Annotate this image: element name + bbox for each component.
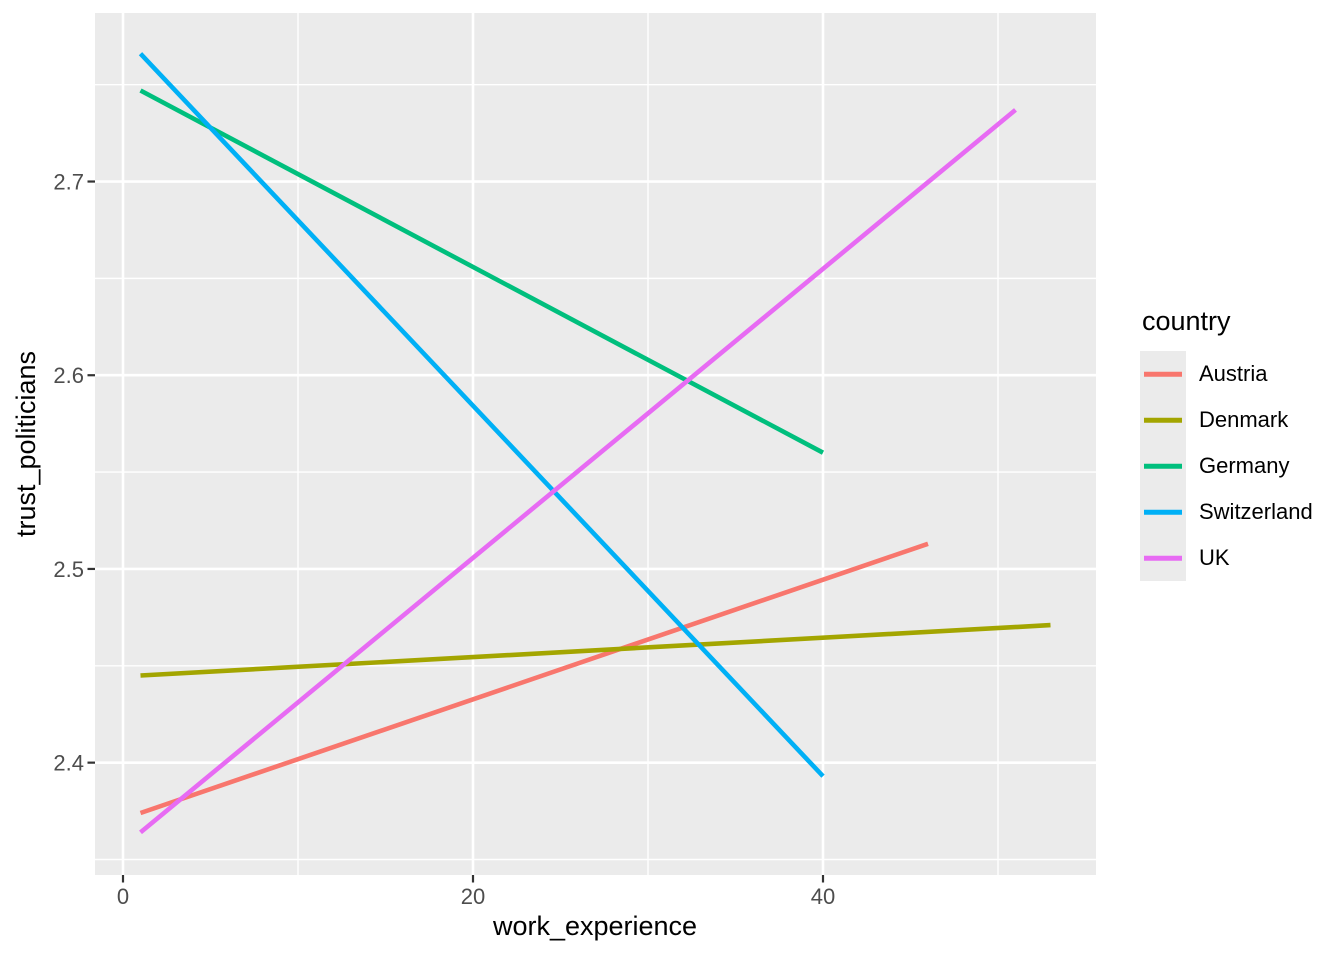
x-axis-title: work_experience — [492, 911, 698, 941]
legend: country Austria Denmark Germany Switzerl… — [1140, 306, 1313, 581]
x-tick-label: 20 — [461, 884, 485, 909]
legend-label: UK — [1199, 545, 1230, 570]
legend-label: Germany — [1199, 453, 1290, 478]
x-tick-label: 0 — [117, 884, 129, 909]
legend-key — [1140, 351, 1186, 397]
legend-key — [1140, 397, 1186, 443]
legend-item-austria: Austria — [1140, 351, 1313, 397]
y-tick-label: 2.6 — [53, 363, 84, 388]
legend-label: Denmark — [1199, 407, 1289, 432]
legend-key-line-icon — [1144, 509, 1182, 515]
legend-key — [1140, 535, 1186, 581]
series-line-denmark — [140, 622, 1051, 678]
series-line-uk — [139, 108, 1017, 835]
series-line-austria — [139, 541, 929, 816]
legend-item-switzerland: Switzerland — [1140, 489, 1313, 535]
legend-key-line-icon — [1144, 463, 1182, 469]
y-tick-label: 2.4 — [53, 751, 84, 776]
y-tick-label: 2.5 — [53, 557, 84, 582]
legend-key — [1140, 489, 1186, 535]
legend-title: country — [1142, 306, 1231, 336]
legend-label: Austria — [1199, 361, 1268, 386]
y-axis-title: trust_politicians — [11, 350, 42, 538]
legend-key-line-icon — [1144, 417, 1182, 423]
legend-key-line-icon — [1144, 555, 1182, 561]
legend-item-germany: Germany — [1140, 443, 1313, 489]
x-tick-label: 40 — [811, 884, 835, 909]
series-line-switzerland — [138, 52, 825, 778]
legend-item-uk: UK — [1140, 535, 1313, 581]
legend-item-denmark: Denmark — [1140, 397, 1313, 443]
y-tick-label: 2.7 — [53, 170, 84, 195]
legend-key-line-icon — [1144, 371, 1182, 377]
legend-key — [1140, 443, 1186, 489]
series-line-germany — [139, 88, 825, 455]
legend-label: Switzerland — [1199, 499, 1313, 524]
